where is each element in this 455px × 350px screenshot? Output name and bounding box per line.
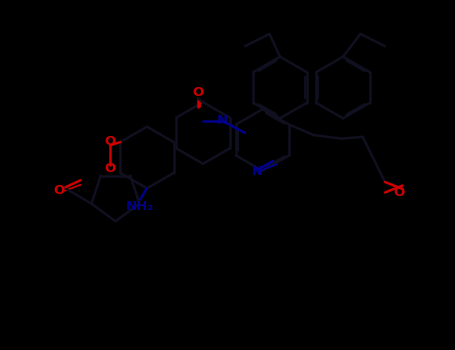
Text: NH₂: NH₂ [126,200,154,213]
Text: O: O [192,86,203,99]
Text: O: O [394,186,404,199]
Text: N: N [217,114,228,127]
Text: O: O [105,135,116,148]
Text: O: O [54,184,65,197]
Text: N: N [252,165,263,178]
Text: O: O [105,161,116,175]
